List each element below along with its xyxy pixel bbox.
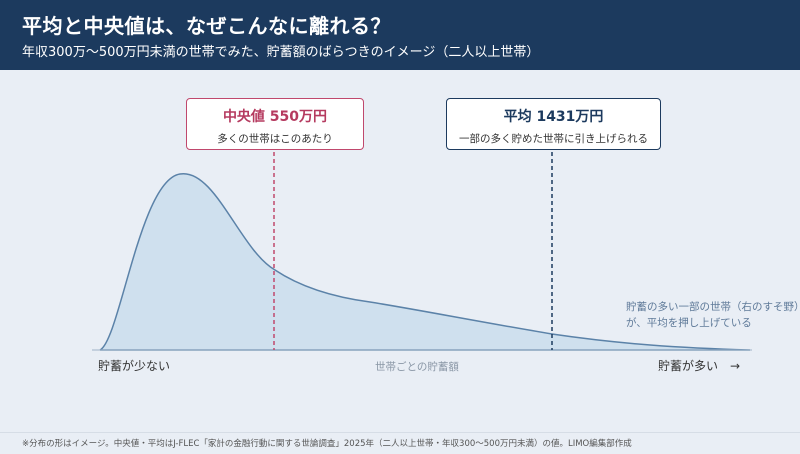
tail-note: 貯蓄の多い一部の世帯（右のすそ野） が、平均を押し上げている [626,299,800,331]
median-description: 多くの世帯はこのあたり [217,133,333,145]
page-subtitle: 年収300万〜500万円未満の世帯でみた、貯蓄額のばらつきのイメージ（二人以上世… [22,45,540,60]
axis-high-label: 貯蓄が多い → [658,359,741,373]
distribution-curve [99,173,751,351]
footnote-bar: ※分布の形はイメージ。中央値・平均はJ-FLEC「家計の金融行動に関する世論調査… [0,432,800,454]
axis-center-label: 世帯ごとの貯蓄額 [375,361,459,373]
tail-note-line1: 貯蓄の多い一部の世帯（右のすそ野） [626,301,800,313]
axis-low-label: 貯蓄が少ない [98,359,171,373]
header-banner: 平均と中央値は、なぜこんなに離れる？ 年収300万〜500万円未満の世帯でみた、… [0,0,800,70]
page-title: 平均と中央値は、なぜこんなに離れる？ [22,14,391,38]
mean-description: 一部の多く貯めた世帯に引き上げられる [459,133,648,145]
footnote: ※分布の形はイメージ。中央値・平均はJ-FLEC「家計の金融行動に関する世論調査… [22,439,632,449]
mean-title: 平均 1431万円 [503,109,604,125]
distribution-svg [92,152,752,351]
distribution-diagram: 中央値 550万円 多くの世帯はこのあたり 平均 1431万円 一部の多く貯めた… [0,70,800,432]
median-title: 中央値 550万円 [222,109,328,125]
mean-callout: 平均 1431万円 一部の多く貯めた世帯に引き上げられる [446,98,661,150]
tail-note-line2: が、平均を押し上げている [626,317,752,329]
median-callout: 中央値 550万円 多くの世帯はこのあたり [186,98,364,150]
